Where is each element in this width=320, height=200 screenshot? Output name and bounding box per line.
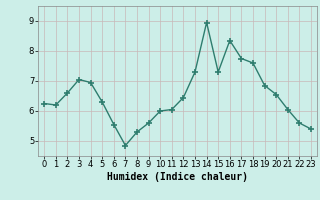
X-axis label: Humidex (Indice chaleur): Humidex (Indice chaleur) — [107, 172, 248, 182]
